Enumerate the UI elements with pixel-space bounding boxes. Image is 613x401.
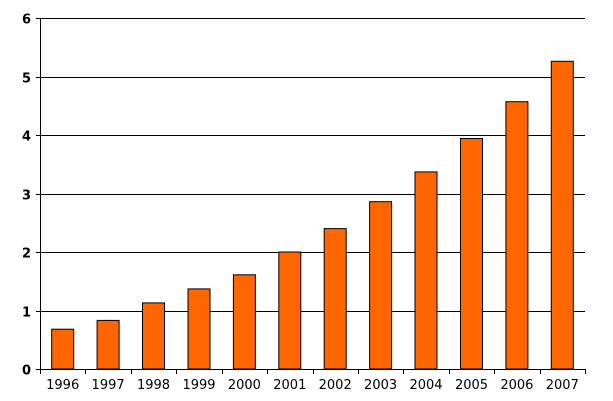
x-tick-label: 1999 (182, 378, 215, 393)
x-tick-label: 2007 (546, 378, 579, 393)
bar-1998 (142, 302, 165, 370)
x-tick-label: 2002 (319, 378, 352, 393)
bars (51, 60, 574, 370)
bar-2000 (232, 274, 256, 370)
gridlines (40, 18, 585, 312)
y-tick-label: 5 (22, 72, 31, 87)
bar-1997 (96, 319, 120, 370)
y-tick-label: 4 (22, 130, 31, 145)
y-tick-label: 2 (22, 247, 31, 262)
x-tick-label: 2003 (364, 378, 397, 393)
x-tick-label: 1997 (92, 378, 125, 393)
bar-1996 (51, 328, 75, 370)
y-tick-label: 1 (22, 306, 31, 321)
x-tick-label: 1996 (46, 378, 79, 393)
y-tick-label: 0 (22, 364, 31, 379)
x-tick-label: 2000 (228, 378, 261, 393)
x-tick-label: 2004 (409, 378, 442, 393)
y-tick-labels: 0 1 2 3 4 5 6 (22, 13, 31, 379)
bar-2005 (460, 138, 483, 370)
x-tick-label: 2006 (500, 378, 533, 393)
axes (36, 18, 586, 374)
x-tick-label: 1998 (137, 378, 170, 393)
bar-2007 (550, 60, 574, 370)
bar-2002 (323, 228, 347, 370)
x-tick-label: 2005 (455, 378, 488, 393)
y-tick-label: 3 (22, 189, 31, 204)
x-tick-label: 2001 (273, 378, 306, 393)
x-tick-labels: 1996 1997 1998 1999 2000 2001 2002 2003 2004 2005… (46, 378, 579, 393)
bar-2004 (414, 171, 438, 370)
bar-1999 (187, 288, 211, 370)
y-tick-label: 6 (22, 13, 31, 28)
bar-2003 (369, 201, 393, 370)
bar-2006 (505, 101, 529, 370)
bar-2001 (278, 251, 302, 370)
